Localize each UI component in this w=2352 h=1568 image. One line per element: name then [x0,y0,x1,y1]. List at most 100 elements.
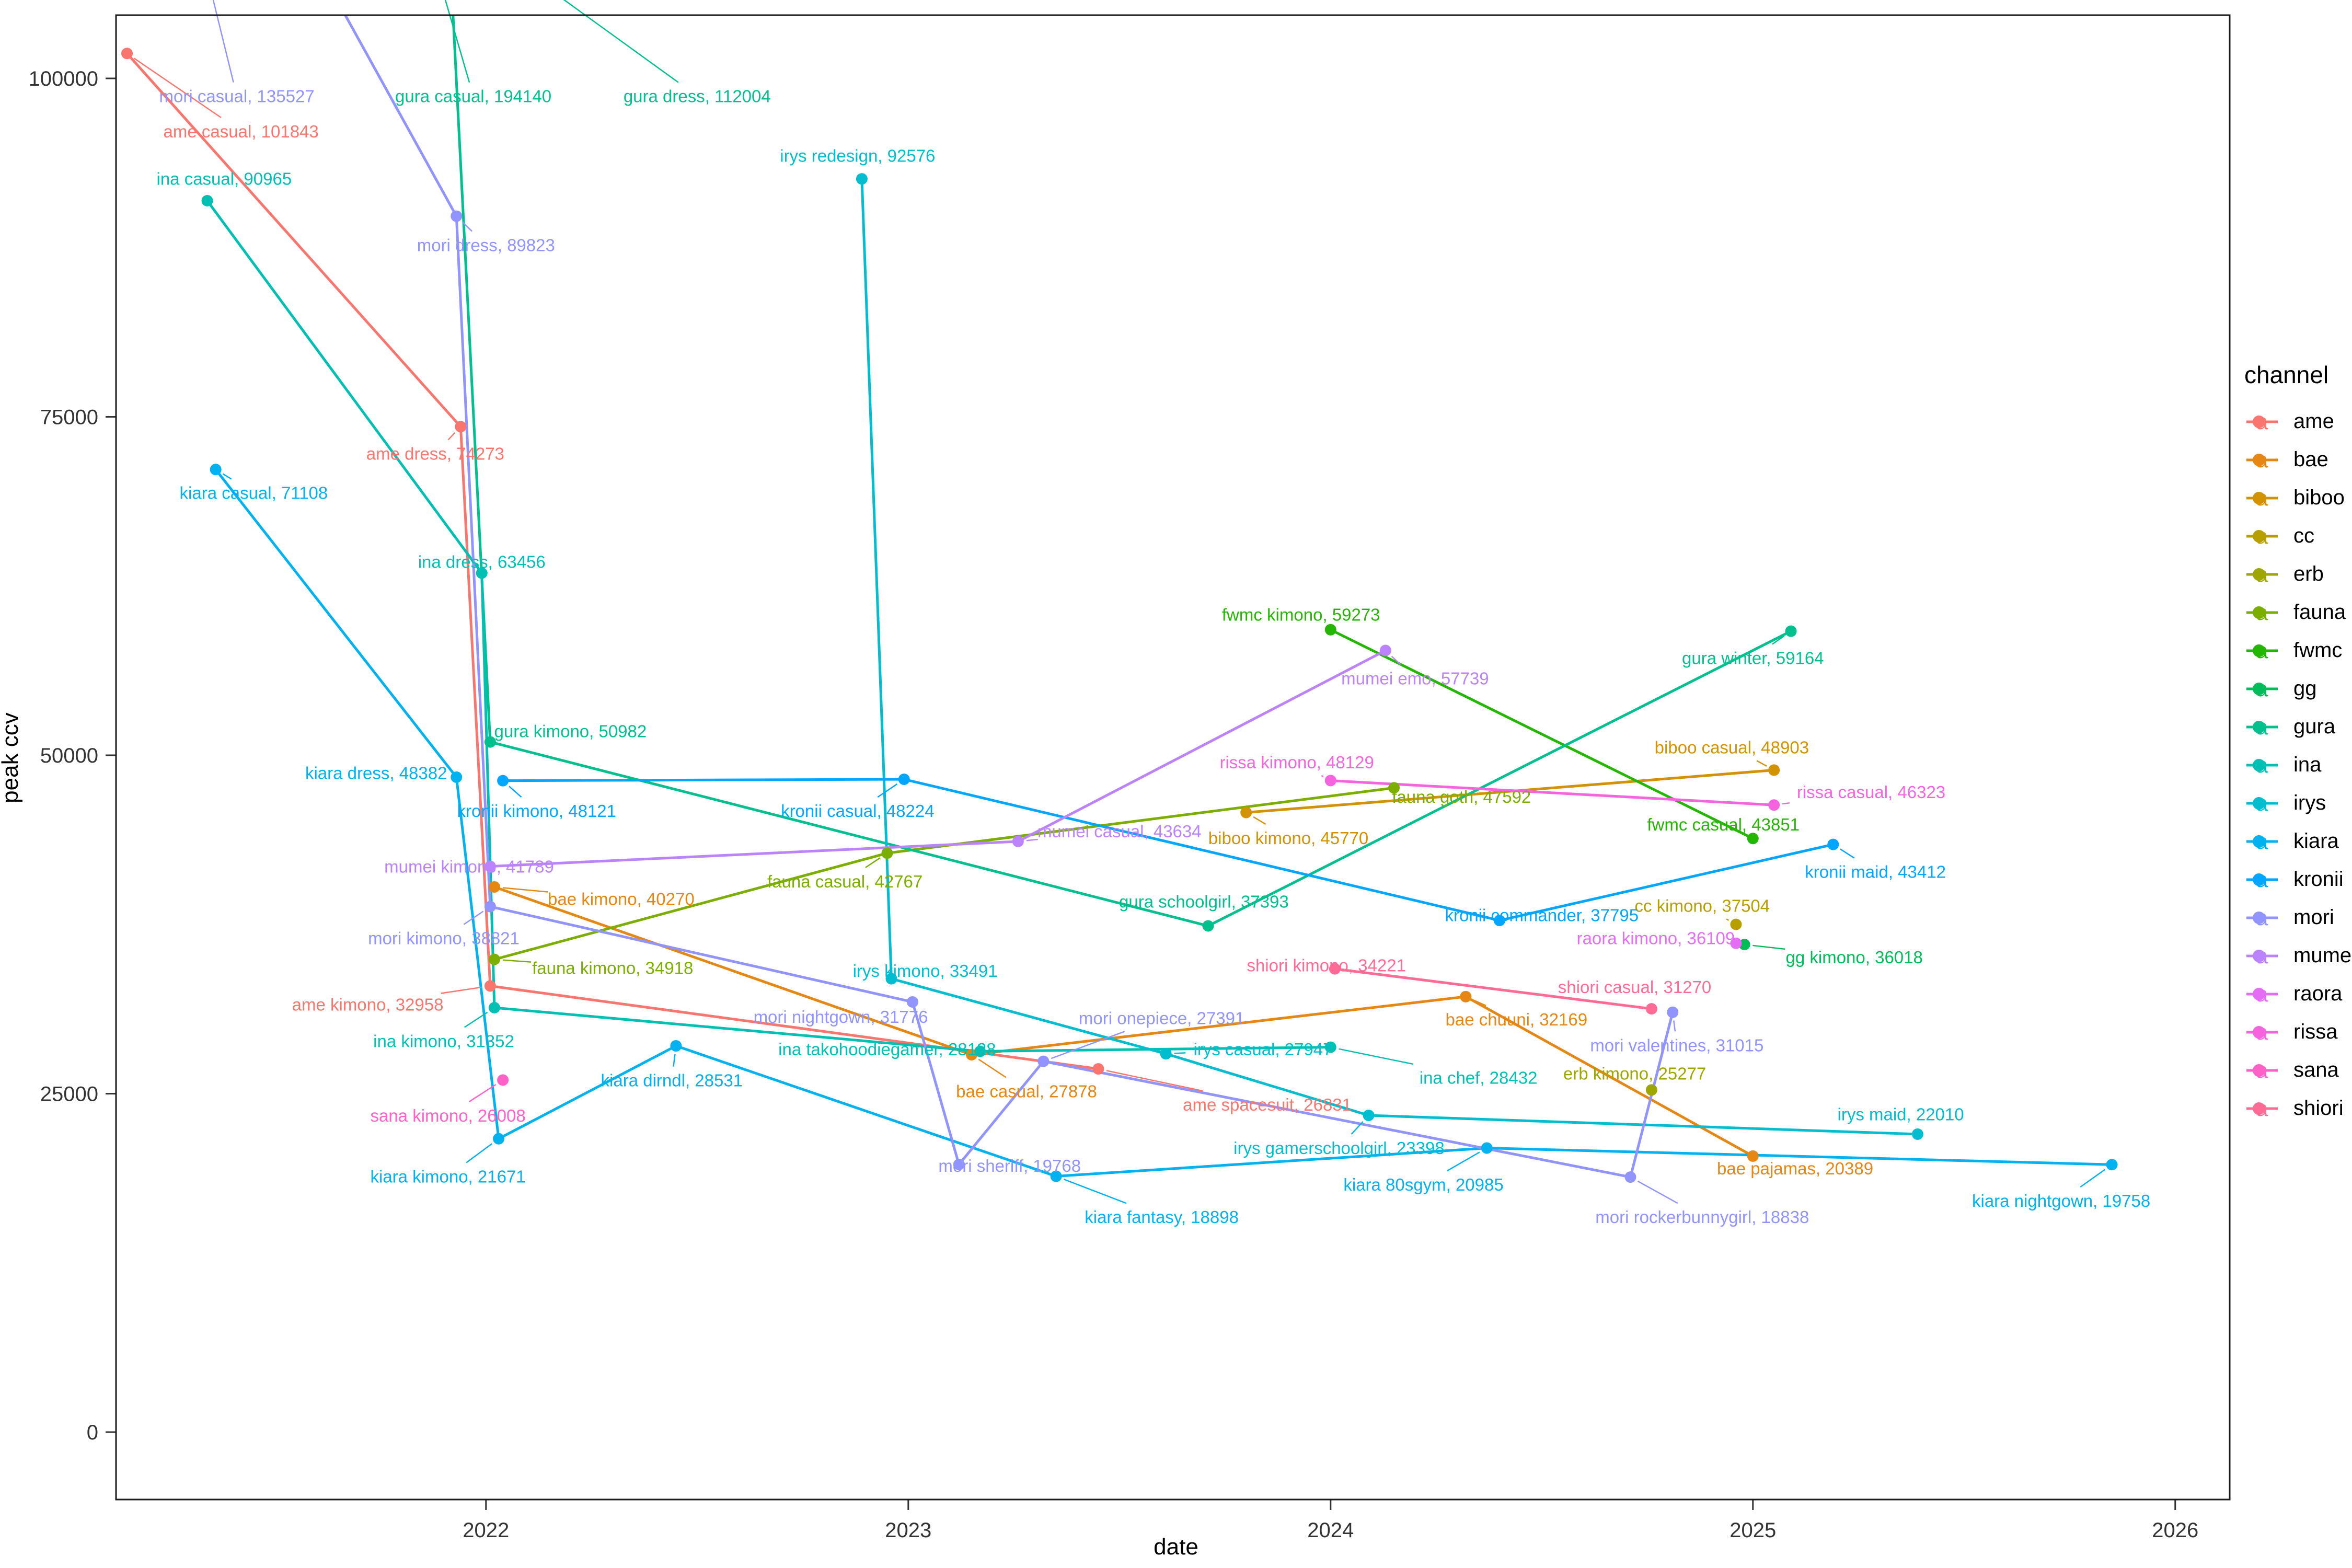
point-label-kiara-casual: kiara casual, 71108 [180,483,328,503]
legend-key-gura-icon: a [2246,714,2278,739]
label-leader [1726,918,1730,921]
data-point-ame-dress [455,421,467,433]
data-point-gg-kimono [1738,939,1750,951]
point-label-rissa-kimono: rissa kimono, 48129 [1219,753,1374,772]
legend-key-erb-icon: a [2246,562,2278,586]
data-point-ame-kimono [484,980,496,992]
data-point-shiori-casual [1645,1003,1657,1015]
label-leader [464,1011,488,1028]
point-label-kiara-dirndl: kiara dirndl, 28531 [601,1071,743,1090]
point-label-mumei-kimono: mumei kimono, 41789 [384,857,554,876]
point-label-biboo-casual: biboo casual, 48903 [1655,737,1809,757]
point-label-mori-nightgown: mori nightgown, 31776 [754,1007,928,1027]
data-point-bae-pajamas [1747,1150,1759,1162]
legend-key-cc-icon: a [2246,524,2278,548]
point-label-kronii-maid: kronii maid, 43412 [1805,862,1946,882]
legend-label-rissa: rissa [2293,1020,2338,1043]
data-point-sana-kimono [497,1074,509,1086]
data-point-fauna-goth [1388,782,1400,794]
legend-item-cc: acc [2243,517,2350,555]
series-line-shiori [1333,967,1653,1010]
legend-label-fauna: fauna [2293,601,2346,624]
point-label-kiara-kimono: kiara kimono, 21671 [370,1167,525,1186]
legend-key-mumei-icon: a [2246,943,2278,968]
legend-key-sana-icon: a [2246,1058,2278,1082]
label-leader [1321,775,1324,777]
label-leader [563,0,679,83]
label-leader [1756,760,1767,767]
legend-label-shiori: shiori [2293,1097,2344,1120]
legend-label-mumei: mumei [2293,944,2352,967]
point-label-ina-kimono: ina kimono, 31352 [373,1031,514,1051]
point-label-ina-takohoodiegamer: ina takohoodiegamer, 28128 [778,1040,996,1059]
data-point-mori-nightgown [906,996,918,1008]
point-label-mori-casual: mori casual, 135527 [159,87,314,106]
data-point-kronii-kimono [497,775,509,787]
y-axis-title: peak ccv [0,712,23,803]
data-point-gura-schoolgirl [1202,920,1214,932]
legend-key-irys-icon: a [2246,791,2278,815]
x-axis-title: date [1154,1534,1198,1560]
data-point-ina-chef [1324,1041,1336,1053]
point-label-ina-chef: ina chef, 28432 [1420,1068,1538,1087]
point-label-irys-casual: irys casual, 27947 [1194,1040,1333,1059]
legend-label-cc: cc [2293,524,2314,547]
label-leader [502,959,532,963]
point-label-ame-kimono: ame kimono, 32958 [292,995,444,1014]
data-point-kronii-maid [1827,838,1839,850]
data-point-kiara-dress [451,771,463,783]
legend-key-fauna-icon: a [2246,600,2278,625]
point-label-gura-casual: gura casual, 194140 [395,87,551,106]
point-label-bae-chuuni: bae chuuni, 32169 [1446,1010,1588,1029]
label-leader [444,0,470,83]
series-line-rissa [1329,779,1775,806]
data-point-mori-sheriff [953,1159,965,1171]
point-label-erb-kimono: erb kimono, 25277 [1563,1064,1706,1083]
point-label-bae-kimono: bae kimono, 40270 [548,890,695,909]
data-point-irys-maid [1911,1128,1923,1140]
series-line-ina [206,199,1332,1053]
point-label-shiori-casual: shiori casual, 31270 [1558,977,1712,997]
label-leader [1447,1151,1480,1172]
label-leader [502,887,548,893]
point-label-sana-kimono: sana kimono, 26008 [370,1106,525,1125]
label-leader [865,857,881,868]
data-point-ame-spacesuit [1092,1063,1104,1075]
point-label-irys-kimono: irys kimono, 33491 [853,961,998,981]
legend-item-kiara: akiara [2243,822,2350,860]
point-label-mori-dress: mori dress, 89823 [417,236,555,255]
y-tick-label: 50000 [40,744,98,767]
point-label-fauna-kimono: fauna kimono, 34918 [532,959,693,978]
data-point-mori-kimono [484,901,496,913]
legend-key-rissa-icon: a [2246,1020,2278,1044]
legend-label-gg: gg [2293,677,2317,700]
legend-label-biboo: biboo [2293,486,2345,509]
point-label-kronii-kimono: kronii kimono, 48121 [457,801,617,821]
data-point-shiori-kimono [1329,963,1341,975]
point-label-kronii-commander: kronii commander, 37795 [1445,906,1639,925]
point-label-ame-spacesuit: ame spacesuit, 26831 [1183,1095,1352,1114]
legend: channel aameabaeabibooaccaerbafaunaafwmc… [2243,361,2352,1127]
label-leader [1637,1180,1678,1204]
label-leader [1782,802,1790,805]
y-tick-label: 25000 [40,1082,98,1105]
legend-label-irys: irys [2293,791,2326,814]
legend-item-fauna: afauna [2243,593,2350,631]
legend-key-ina-icon: a [2246,753,2278,777]
point-label-bae-casual: bae casual, 27878 [956,1081,1097,1101]
data-point-ina-takohoodiegamer [974,1045,986,1057]
data-point-mori-rockerbunnygirl [1624,1171,1636,1183]
legend-label-raora: raora [2293,982,2343,1005]
point-label-kiara-nightgown: kiara nightgown, 19758 [1972,1191,2150,1210]
point-label-ina-casual: ina casual, 90965 [156,169,292,189]
point-label-gg-kimono: gg kimono, 36018 [1786,948,1923,967]
point-label-gura-kimono: gura kimono, 50982 [494,721,647,741]
data-point-kiara-80sgym [1481,1142,1493,1154]
point-label-gura-winter: gura winter, 59164 [1682,649,1824,668]
data-point-mori-valentines [1667,1006,1679,1018]
x-tick-label: 2022 [463,1519,509,1542]
